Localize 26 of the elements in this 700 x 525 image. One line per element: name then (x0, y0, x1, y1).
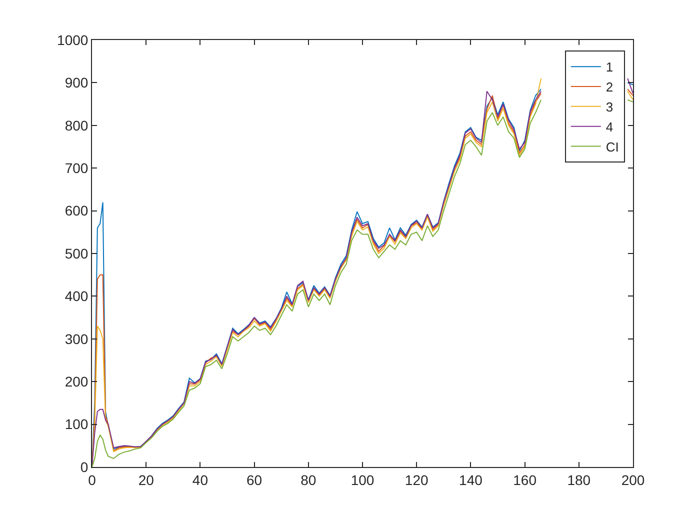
legend-label: 1 (606, 60, 614, 75)
y-tick-label: 500 (64, 245, 88, 262)
x-tick-label: 160 (513, 472, 537, 488)
y-tick-label: 900 (64, 74, 88, 91)
y-tick-label: 300 (64, 330, 88, 347)
x-tick-label: 200 (621, 472, 645, 488)
legend-label: 4 (606, 119, 614, 134)
x-tick-label: 180 (567, 472, 591, 488)
y-tick-label: 700 (64, 160, 88, 176)
y-tick-label: 200 (64, 374, 88, 390)
x-tick-label: 40 (192, 472, 208, 488)
y-tick-label: 1000 (57, 32, 88, 48)
x-tick-label: 20 (138, 472, 154, 488)
legend-label: 3 (606, 99, 614, 114)
y-tick-label: 400 (64, 288, 88, 304)
x-tick-label: 80 (300, 472, 316, 488)
x-tick-label: 140 (459, 472, 483, 488)
x-tick-label: 60 (246, 472, 262, 488)
legend-label: CI (606, 139, 619, 154)
y-tick-label: 0 (80, 458, 88, 475)
y-tick-label: 800 (64, 117, 88, 134)
x-tick-label: 100 (350, 472, 374, 488)
y-tick-label: 600 (64, 202, 88, 219)
legend-label: 2 (606, 80, 614, 95)
y-tick-label: 100 (64, 416, 88, 432)
x-tick-label: 120 (404, 472, 428, 488)
